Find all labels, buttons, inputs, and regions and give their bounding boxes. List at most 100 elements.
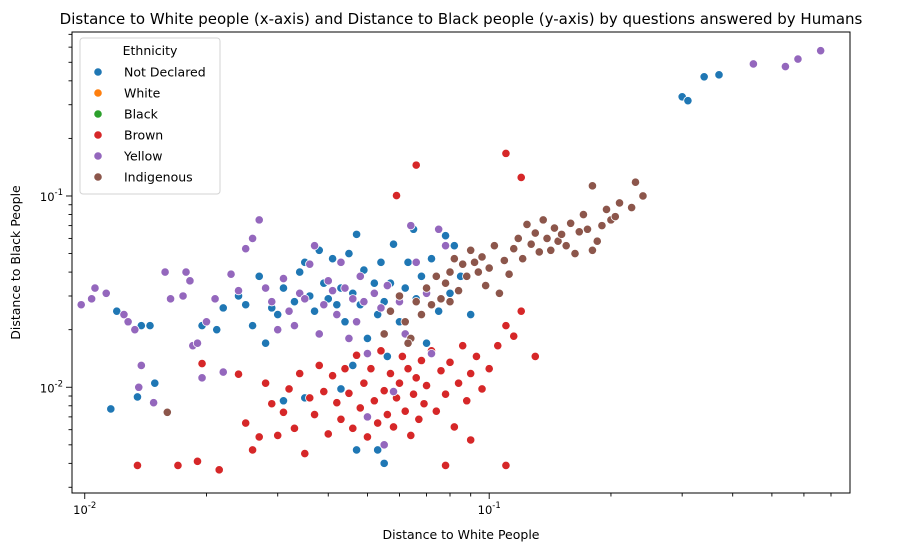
brown-point <box>400 406 410 416</box>
not-declared-point <box>260 338 271 348</box>
brown-point <box>348 423 358 433</box>
indigenous-point <box>416 309 427 320</box>
not-declared-point <box>382 351 392 361</box>
brown-point <box>267 399 277 409</box>
not-declared-point <box>434 306 444 316</box>
not-declared-point <box>278 283 289 293</box>
indigenous-point <box>436 294 446 304</box>
indigenous-point <box>499 255 509 266</box>
yellow-point <box>260 283 271 293</box>
not-declared-point <box>106 404 116 414</box>
brown-point <box>309 409 320 420</box>
indigenous-point <box>466 245 476 255</box>
indigenous-point <box>614 198 625 208</box>
legend-item-brown: Brown <box>93 128 163 143</box>
brown-point <box>295 368 305 379</box>
not-declared-point <box>466 309 476 320</box>
indigenous-point <box>509 244 519 254</box>
legend-item-not-declared: Not Declared <box>93 65 206 80</box>
brown-point <box>530 351 540 361</box>
yellow-point <box>273 325 283 335</box>
indigenous-point <box>566 218 576 228</box>
yellow-point <box>284 306 294 316</box>
yellow-point <box>369 288 379 298</box>
not-declared-point <box>348 360 358 371</box>
yellow-point <box>440 241 451 251</box>
yellow-point <box>348 294 358 304</box>
ticks-layer: 10-2 10-1 10-2 10-1 <box>40 33 832 517</box>
yellow-point <box>185 276 195 286</box>
y-tick-label: 10-1 <box>40 188 63 204</box>
indigenous-point <box>458 259 468 269</box>
legend-item-black: Black <box>93 107 159 122</box>
legend-label-yellow: Yellow <box>123 149 162 164</box>
indigenous-point <box>411 297 421 307</box>
yellow-point <box>218 367 228 377</box>
indigenous-point <box>587 181 598 191</box>
yellow-point <box>382 280 392 291</box>
not-declared-point <box>683 96 693 106</box>
indigenous-point <box>522 219 532 230</box>
legend-item-indigenous: Indigenous <box>93 170 193 185</box>
yellow-point <box>426 348 437 359</box>
yellow-point <box>748 59 758 69</box>
brown-point <box>406 430 416 441</box>
not-declared-point <box>254 271 264 281</box>
yellow-point <box>210 294 220 304</box>
legend-item-white: White <box>93 86 161 101</box>
yellow-point <box>359 297 369 307</box>
brown-point <box>421 381 432 391</box>
yellow-point <box>289 321 300 331</box>
not-declared-point <box>351 229 362 239</box>
indigenous-point <box>449 254 459 264</box>
legend-label-brown: Brown <box>124 128 163 143</box>
brown-point <box>382 409 392 420</box>
indigenous-point <box>403 338 413 348</box>
not-declared-point <box>273 309 283 320</box>
indigenous-point <box>462 271 472 281</box>
yellow-point <box>201 317 212 327</box>
yellow-point <box>165 294 176 304</box>
brown-point <box>388 422 399 432</box>
yellow-point <box>323 276 333 286</box>
indigenous-point <box>469 257 480 267</box>
not-declared-point <box>212 325 222 335</box>
indigenous-point <box>530 228 540 238</box>
brown-point <box>391 190 402 201</box>
yellow-point <box>134 382 144 392</box>
indigenous-point <box>445 297 455 307</box>
indigenous-point <box>556 229 567 239</box>
indigenous-point <box>526 239 536 249</box>
yellow-point <box>149 398 159 408</box>
brown-point <box>214 465 224 475</box>
not-declared-point <box>351 445 362 455</box>
indigenous-point <box>592 236 602 246</box>
yellow-point <box>816 46 826 56</box>
yellow-point <box>434 224 444 234</box>
yellow-point <box>351 317 362 327</box>
yellow-point <box>411 257 421 267</box>
brown-point <box>416 355 427 366</box>
not-declared-point <box>426 254 437 264</box>
brown-point <box>440 389 451 399</box>
not-declared-point <box>373 445 383 455</box>
indigenous-point <box>549 223 560 233</box>
brown-point <box>419 399 429 409</box>
yellow-point <box>76 300 86 310</box>
yellow-point <box>101 288 111 298</box>
brown-point <box>385 368 396 379</box>
indigenous-point <box>504 269 514 279</box>
brown-point <box>431 406 441 416</box>
indigenous-point <box>582 224 593 234</box>
not-declared-point <box>327 254 338 264</box>
x-tick-label: 10-1 <box>478 501 501 517</box>
brown-point <box>462 396 472 406</box>
indigenous-point <box>574 227 584 237</box>
not-declared-point <box>376 257 386 267</box>
not-declared-point <box>369 278 379 288</box>
brown-point <box>501 148 511 158</box>
indigenous-point <box>597 221 607 231</box>
brown-point <box>445 357 455 367</box>
indigenous-point <box>546 245 556 255</box>
